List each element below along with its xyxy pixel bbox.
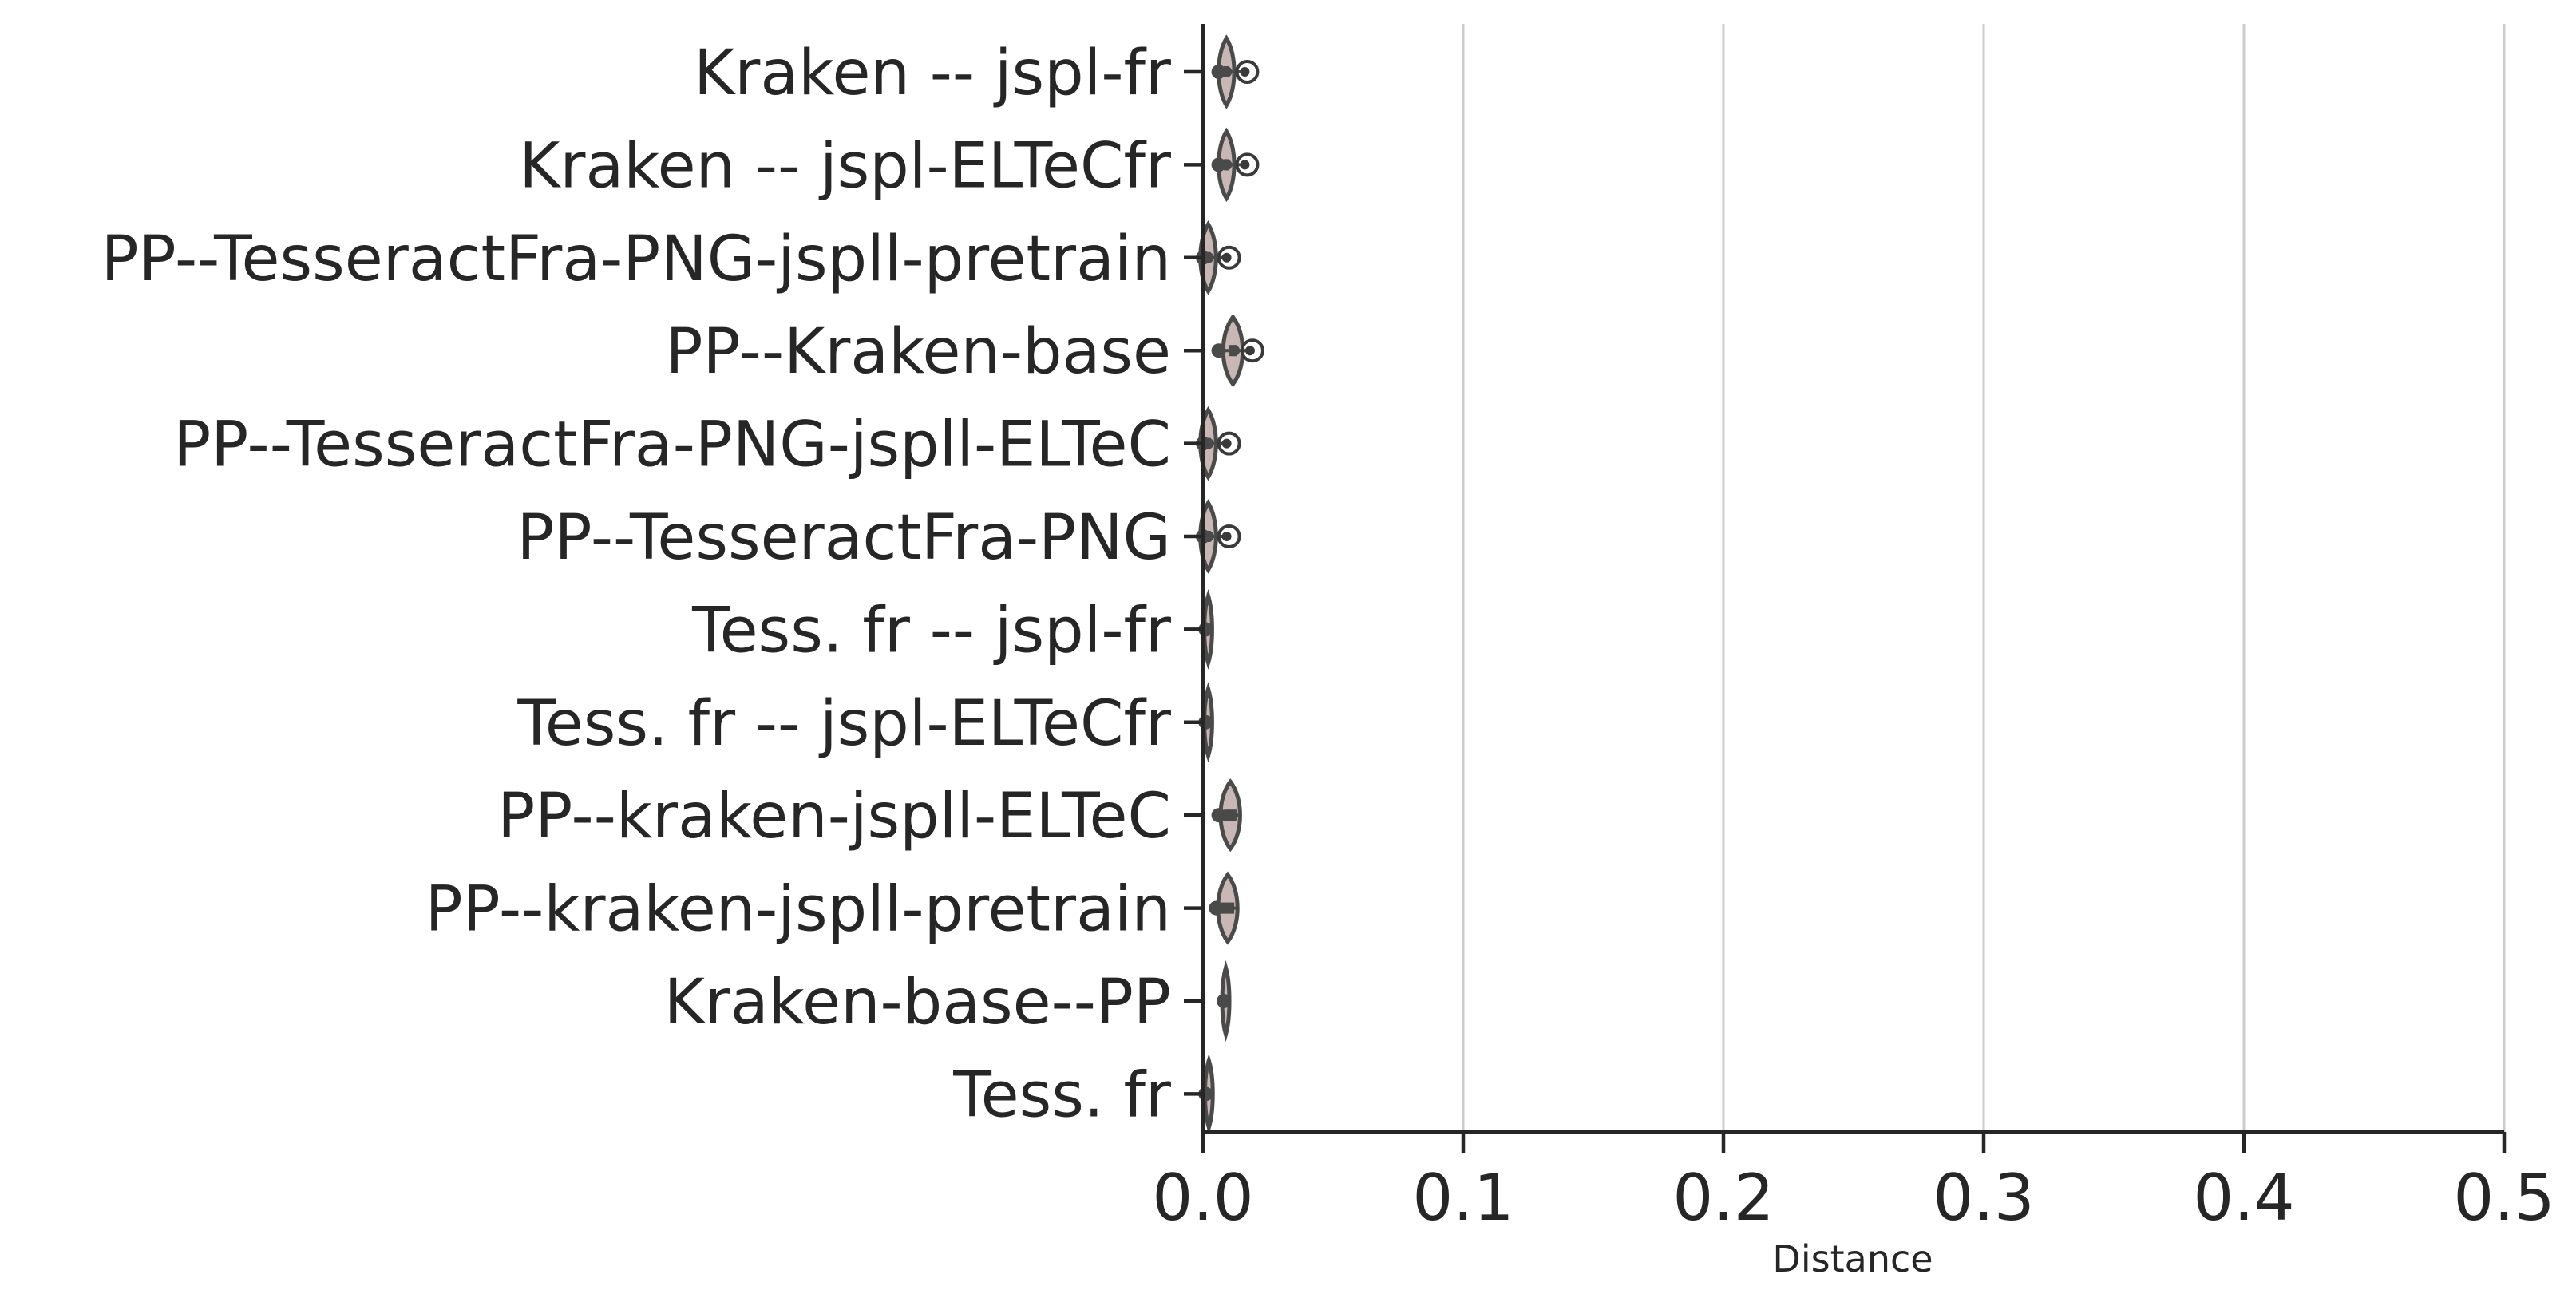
violin-median: [1229, 345, 1241, 357]
x-tick-label: 0.0: [1152, 1161, 1253, 1235]
outlier-core: [1221, 532, 1232, 541]
outlier-point: [1235, 60, 1260, 84]
category-label: Tess. fr -- jspl-ELTeCfr: [516, 688, 1172, 760]
violin: [1209, 871, 1240, 945]
outlier-core: [1221, 252, 1232, 263]
category-label: PP--TesseractFra-PNG: [517, 502, 1172, 574]
x-axis-title: Distance: [1772, 1237, 1933, 1280]
x-axis: 0.0 0.1 0.2 0.3 0.4 0.5: [1152, 24, 2555, 1235]
outlier-core: [1244, 346, 1255, 356]
violin: [1198, 588, 1214, 670]
x-tick-label: 0.2: [1672, 1161, 1774, 1235]
category-label: Tess. fr -- jspl-fr: [691, 595, 1172, 667]
category-label: PP--kraken-jspll-pretrain: [425, 874, 1171, 946]
violin: [1211, 34, 1260, 109]
outlier-point: [1235, 152, 1260, 177]
category-label: PP--kraken-jspll-ELTeC: [497, 781, 1171, 853]
category-label: Tess. fr: [952, 1059, 1172, 1131]
violin-median: [1223, 809, 1235, 821]
category-label: Kraken -- jspl-ELTeCfr: [519, 130, 1172, 202]
category-label: Kraken -- jspl-fr: [694, 38, 1172, 109]
violin: [1217, 960, 1232, 1043]
violin: [1211, 127, 1260, 203]
outlier-point: [1217, 245, 1241, 270]
violin-min-point: [1211, 808, 1226, 823]
outlier-core: [1221, 438, 1232, 449]
violin-min-point: [1217, 994, 1232, 1008]
outlier-point: [1217, 431, 1241, 456]
outlier-point: [1240, 338, 1264, 363]
violins: [1196, 34, 1264, 1134]
category-label: PP--TesseractFra-PNG-jspll-ELTeC: [173, 410, 1171, 481]
violin-min-point: [1211, 65, 1226, 79]
category-label: Kraken-base--PP: [664, 967, 1171, 1039]
outlier-core: [1240, 67, 1250, 77]
x-tick-label: 0.5: [2453, 1161, 2554, 1235]
violin-min-point: [1209, 900, 1224, 916]
category-labels: Kraken -- jspl-fr Kraken -- jspl-ELTeCfr P…: [101, 38, 1203, 1131]
category-label: PP--TesseractFra-PNG-jspll-pretrain: [101, 224, 1171, 295]
violin-min-point: [1211, 157, 1226, 172]
violin-median: [1223, 902, 1235, 914]
violin: [1211, 778, 1242, 853]
category-label: PP--Kraken-base: [665, 316, 1171, 388]
x-tick-label: 0.4: [2193, 1161, 2294, 1235]
grid-lines: [1462, 24, 2506, 1132]
violin: [1211, 314, 1264, 388]
x-tick-label: 0.1: [1412, 1161, 1514, 1235]
outlier-point: [1217, 524, 1241, 548]
x-tick-label: 0.3: [1933, 1161, 2034, 1235]
violin-min-point: [1211, 343, 1226, 358]
outlier-core: [1240, 160, 1250, 170]
